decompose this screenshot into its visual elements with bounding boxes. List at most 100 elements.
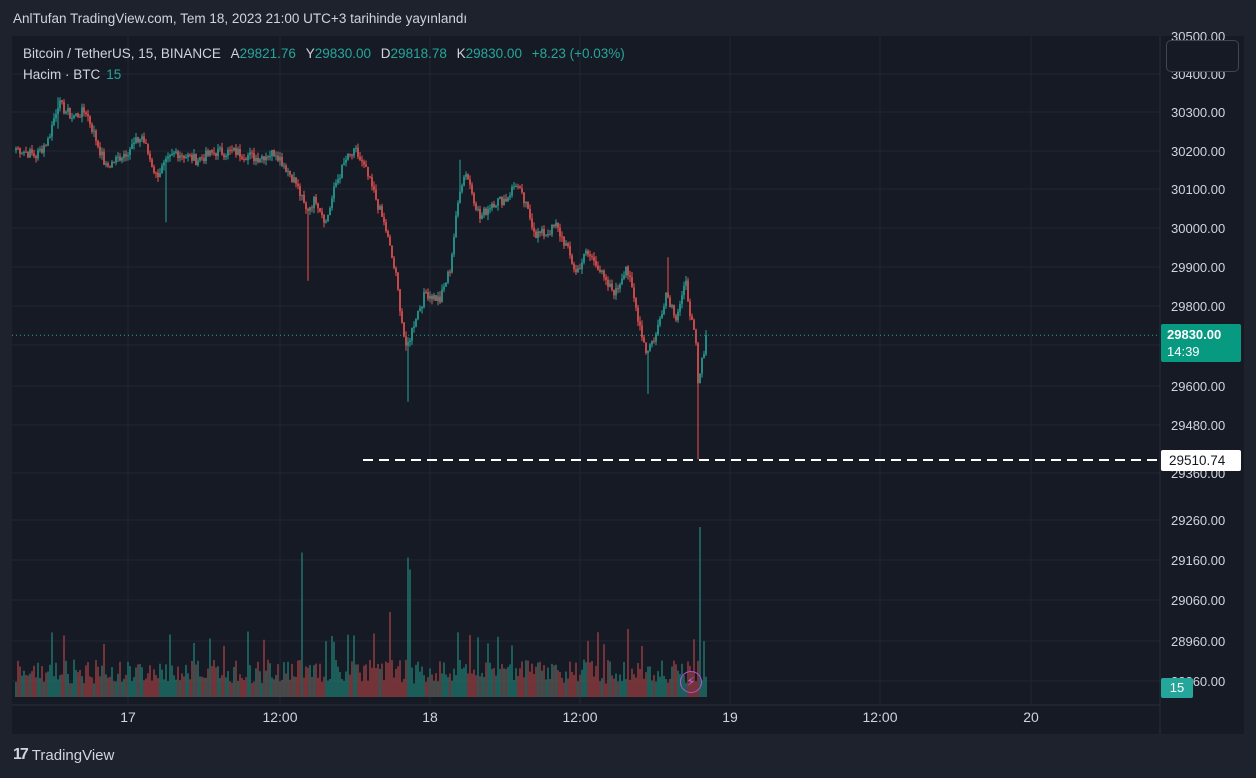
volume-bar (67, 673, 69, 697)
volume-bar (607, 659, 609, 697)
candle-body (71, 117, 73, 119)
candle-body (607, 279, 609, 287)
candle-body (435, 295, 437, 301)
candle-body (409, 340, 411, 343)
volume-bar (551, 663, 553, 697)
volume-bar (85, 665, 87, 697)
volume-bar (117, 673, 119, 697)
volume-bar (643, 678, 645, 697)
candle-body (131, 144, 133, 150)
candle-body (543, 228, 545, 237)
volume-bar (621, 681, 623, 697)
candle-body (693, 319, 695, 330)
volume-bar (267, 659, 269, 697)
candle-body (401, 311, 403, 323)
volume-bar (427, 677, 429, 697)
footer-brand-text: TradingView (31, 746, 115, 764)
candle-body (589, 254, 591, 257)
lightning-icon[interactable]: ⚡ (680, 671, 702, 693)
volume-bar (137, 664, 139, 697)
candle-body (161, 165, 163, 174)
candle-body (173, 152, 175, 154)
candle-body (615, 288, 617, 296)
candle-body (305, 202, 307, 209)
candle-body (269, 155, 271, 158)
volume-bar (21, 675, 23, 697)
candle-body (271, 149, 273, 156)
candle-body (461, 185, 463, 192)
volume-bar (255, 668, 257, 697)
volume-bar (153, 669, 155, 697)
volume-bar (19, 666, 21, 697)
volume-bar (307, 667, 309, 697)
volume-bar (109, 676, 111, 697)
volume-bar (441, 673, 443, 697)
candle-body (181, 155, 183, 157)
volume-bar (337, 666, 339, 697)
volume-bar (665, 679, 667, 697)
tradingview-logo-icon: 17 (13, 746, 29, 763)
candle-body (15, 148, 17, 151)
candle-body (383, 216, 385, 223)
candle-body (425, 292, 427, 294)
volume-legend-value: 15 (106, 67, 122, 82)
candle-body (457, 202, 459, 216)
volume-bar (501, 664, 503, 697)
volume-bar (17, 660, 19, 697)
volume-bar (107, 677, 109, 697)
candle-body (393, 258, 395, 269)
footer-brand[interactable]: 17 TradingView (13, 746, 114, 764)
candle-body (239, 148, 241, 157)
candle-body (369, 176, 371, 178)
volume-bar (627, 629, 629, 697)
chart-settings-button[interactable] (1166, 40, 1239, 72)
candle-body (557, 222, 559, 228)
candle-body (417, 310, 419, 320)
volume-bar (261, 682, 263, 697)
candle-body (81, 107, 83, 118)
candle-body (507, 197, 509, 202)
volume-bar (63, 635, 65, 697)
volume-bar (461, 668, 463, 697)
volume-bar (233, 666, 235, 697)
volume-bar (241, 678, 243, 697)
candle-body (583, 253, 585, 263)
candle-body (365, 164, 367, 167)
volume-bar (331, 635, 333, 697)
volume-bar (167, 681, 169, 697)
volume-bar (53, 676, 55, 697)
volume-bar (671, 666, 673, 697)
volume-bar (429, 668, 431, 697)
candle-body (431, 295, 433, 300)
volume-bar (651, 680, 653, 697)
candle-body (291, 174, 293, 183)
volume-bar (207, 668, 209, 697)
candle-body (685, 280, 687, 286)
candle-body (577, 268, 579, 273)
candle-body (199, 157, 201, 161)
volume-bar (301, 552, 303, 697)
candle-body (329, 207, 331, 216)
volume-bar (391, 660, 393, 697)
candle-body (551, 224, 553, 235)
candle-body (653, 340, 655, 342)
volume-bar (597, 632, 599, 697)
candle-body (287, 170, 289, 172)
candle-body (77, 113, 79, 117)
candle-body (17, 148, 19, 150)
volume-bar (587, 640, 589, 697)
time-axis-label: 17 (120, 709, 136, 725)
volume-bar (693, 639, 695, 697)
volume-bar (593, 676, 595, 697)
volume-bar (303, 677, 305, 697)
candle-body (515, 186, 517, 188)
volume-bar (581, 669, 583, 697)
candle-body (109, 166, 111, 168)
candle-body (327, 215, 329, 222)
candle-body (61, 100, 63, 103)
volume-bar (571, 671, 573, 697)
volume-bar (357, 664, 359, 697)
volume-bar (633, 674, 635, 697)
candle-body (575, 269, 577, 273)
